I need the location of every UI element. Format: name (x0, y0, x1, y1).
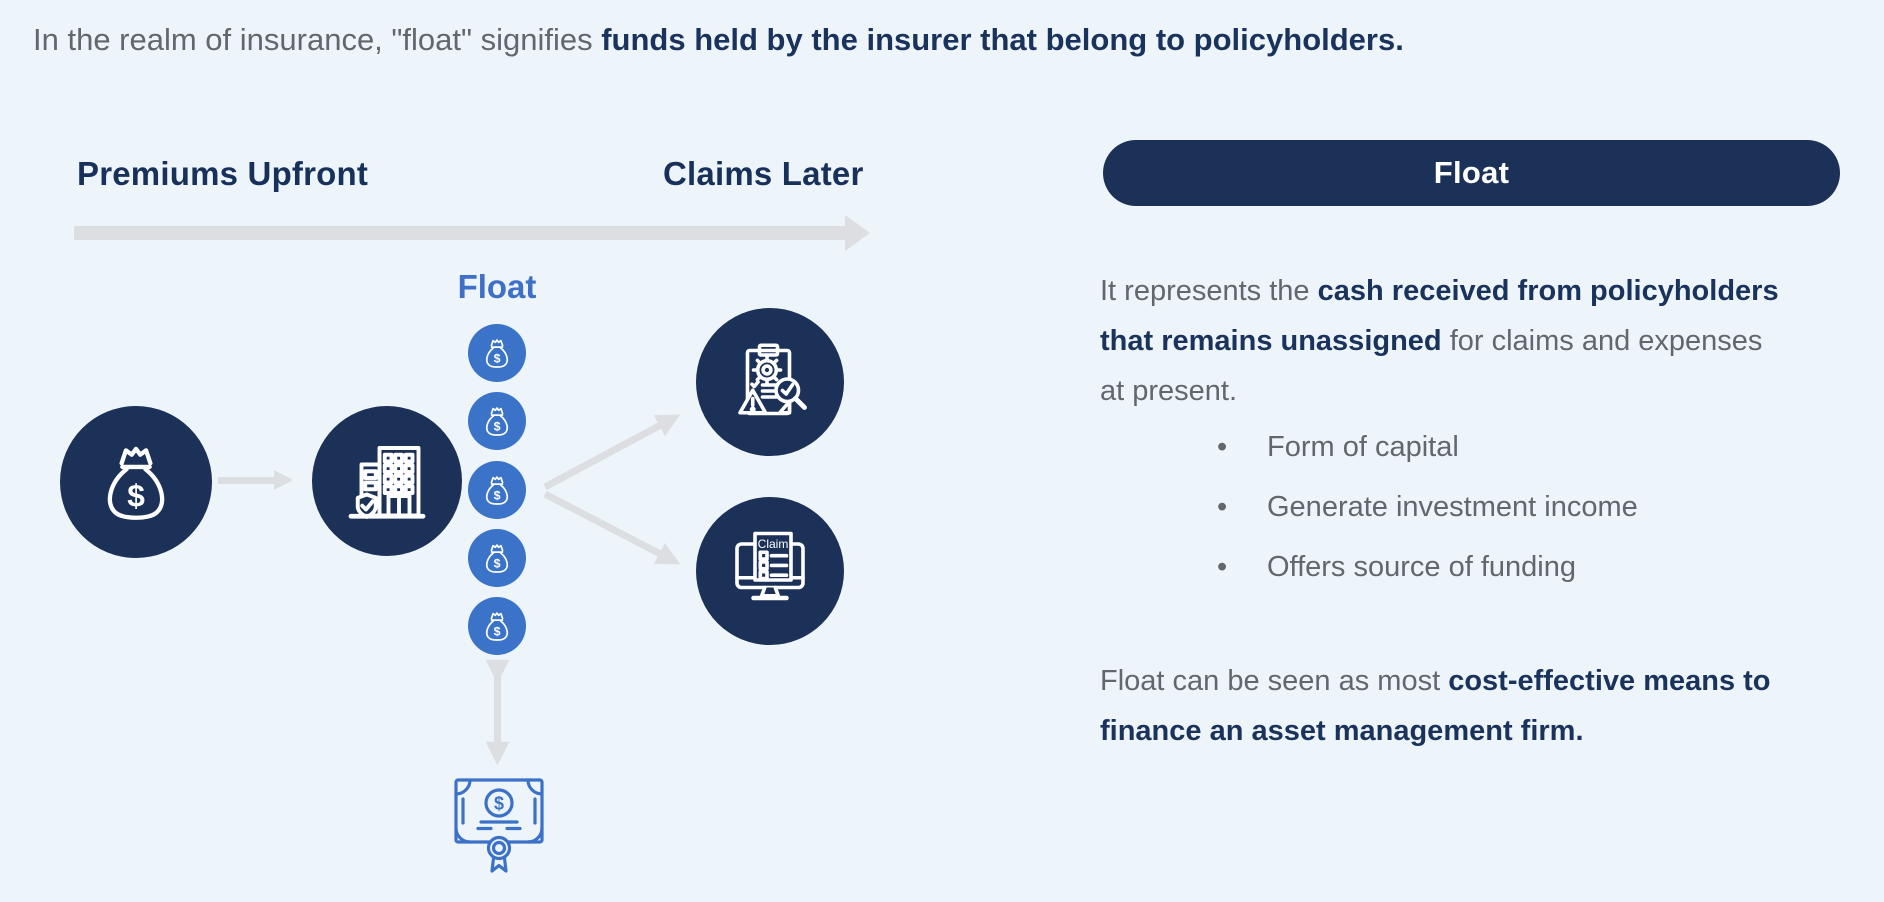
claims-review-badge (696, 308, 844, 456)
float-coin: $ (468, 392, 526, 451)
money-bag-icon: $ (90, 436, 182, 528)
float-coin: $ (468, 324, 526, 382)
float-coin: $ (468, 460, 526, 519)
title-normal-text: In the realm of insurance, "float" signi… (33, 22, 602, 57)
page-title: In the realm of insurance, "float" signi… (33, 20, 1833, 60)
premiums-upfront-heading: Premiums Upfront (77, 155, 369, 192)
title-bold-text: funds held by the insurer that belong to… (601, 22, 1404, 57)
claims-later-heading: Claims Later (663, 155, 864, 192)
certificate-icon: $ (451, 776, 547, 880)
bullet-text: Offers source of funding (1267, 551, 1576, 583)
float-title-pill: Float (1103, 140, 1840, 206)
magnifier-check-icon (774, 377, 807, 410)
money-bag-icon: $ (479, 540, 515, 576)
list-item: • Form of capital (1205, 417, 1845, 477)
money-bag-icon: $ (479, 335, 515, 371)
float-coin: $ (468, 597, 526, 655)
svg-text:$: $ (494, 352, 501, 366)
premiums-money-bag-badge: $ (60, 406, 212, 558)
description-normal-2: for claims and expenses at present. (1100, 325, 1763, 407)
svg-text:$: $ (494, 488, 501, 502)
money-bag-icon: $ (479, 608, 515, 644)
bullet-dot: • (1217, 431, 1228, 463)
timeline-arrow (74, 226, 846, 240)
svg-text:$: $ (494, 794, 504, 814)
float-pill-label: Float (1433, 155, 1510, 190)
money-bag-icon: $ (479, 403, 515, 439)
bag-to-insurer-arrow-head (274, 470, 293, 490)
clipboard-inspection-icon (722, 334, 818, 430)
bag-to-insurer-arrow (218, 477, 274, 484)
bullet-dot: • (1217, 491, 1228, 523)
float-benefits-list: • Form of capital • Generate investment in… (1205, 417, 1845, 597)
float-to-certificate-arrow (485, 659, 510, 766)
bullet-text: Form of capital (1267, 431, 1459, 463)
description-bold: cash received from policyholders that re… (1100, 275, 1779, 357)
float-coin: $ (468, 528, 526, 587)
float-description-paragraph: It represents the cash received from pol… (1100, 266, 1790, 416)
claim-payment-badge: Claim (696, 497, 844, 645)
svg-text:Claim: Claim (758, 537, 789, 551)
insurance-company-badge (312, 406, 462, 556)
list-item: • Generate investment income (1205, 477, 1845, 537)
bullet-text: Generate investment income (1267, 491, 1638, 523)
svg-text:$: $ (127, 477, 145, 513)
claim-monitor-icon: Claim (722, 523, 818, 619)
list-item: • Offers source of funding (1205, 537, 1845, 597)
insurance-building-icon (339, 433, 435, 529)
timeline-arrow-head (845, 215, 870, 251)
conclusion-bold: cost-effective means to finance an asset… (1100, 665, 1771, 747)
float-diagram-label: Float (457, 268, 537, 305)
bullet-dot: • (1217, 551, 1228, 583)
description-normal-1: It represents the (1100, 275, 1318, 307)
gear-icon (751, 354, 783, 386)
conclusion-normal: Float can be seen as most (1100, 665, 1449, 697)
svg-text:$: $ (494, 625, 501, 639)
float-conclusion-paragraph: Float can be seen as most cost-effective… (1100, 656, 1780, 756)
money-bag-icon: $ (479, 472, 515, 508)
float-fan-arrows (543, 414, 681, 565)
svg-text:$: $ (494, 556, 501, 570)
svg-text:$: $ (494, 420, 501, 434)
